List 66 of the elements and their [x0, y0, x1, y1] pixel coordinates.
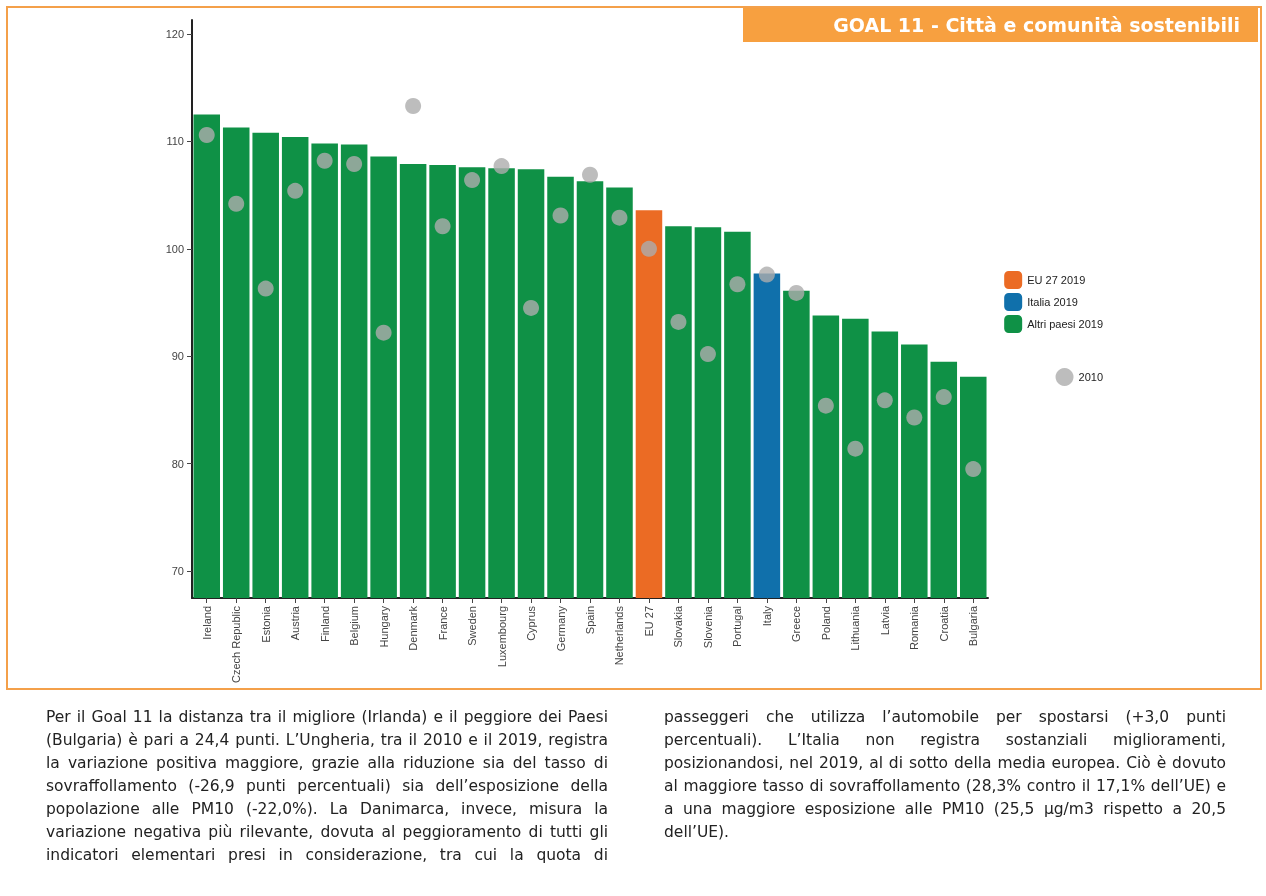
- point: [464, 172, 481, 189]
- legend-label: EU 27 2019: [1027, 274, 1086, 286]
- x-tick-label: Slovenia: [701, 605, 714, 649]
- title-banner: GOAL 11 - Città e comunità sostenibili: [743, 8, 1258, 42]
- y-tick-label: 90: [171, 350, 184, 363]
- x-tick-label: Portugal: [731, 606, 744, 647]
- point: [375, 324, 392, 341]
- x-tick-label: Estonia: [259, 605, 272, 643]
- x-tick-label: Finland: [318, 606, 331, 643]
- point: [582, 166, 598, 183]
- legend-label: Italia 2019: [1027, 296, 1078, 308]
- x-tick-label: Romania: [908, 605, 921, 651]
- point: [876, 392, 893, 409]
- x-tick-label: Belgium: [348, 606, 361, 646]
- text: Per il Goal 11 la distanza tra il migliore (Irlanda) e il peggiore dei Paesi (Bulgaria) è pari a 24,4 punti. L’Ungheria, tra il 2010 e il 2019, registra la variazione positiva maggiore, grazie alla riduzione sia del tasso di sovraffollamento (-26,9 punti percentuali) sia dell’esposizione della popolazione alle PM10 (-22,0%). La Danimarca, invece, misura la variazione negativa più rilevante, dovuta al peggioramento di tutti gli indicatori elementari presi in considerazione, tra cui la quota di passeggeri che utilizza l’automobile per spostarsi (+3,0 punti percentuali). L’Italia non registra sostanziali miglioramenti, posizionandosi, nel 2019, al di sotto della media europea. Ciò è dovuto al maggiore tasso di sovraffollamento (28,3% contro il 17,1% dell’UE) e a una maggiore esposizione alle PM10 (25,5 µg/m3 rispetto a 20,5 dell’UE).: [46, 708, 1226, 864]
- point: [670, 313, 687, 330]
- point: [640, 240, 657, 257]
- y-tick-label: 120: [165, 27, 184, 40]
- point: [935, 389, 952, 406]
- x-tick-label: Italy: [760, 605, 773, 627]
- point: [198, 126, 215, 143]
- x-tick-label: Bulgaria: [967, 605, 980, 647]
- point: [287, 182, 304, 199]
- point: [788, 284, 805, 301]
- x-tick-label: Slovakia: [672, 605, 685, 648]
- x-tick-label: Denmark: [407, 605, 420, 651]
- point: [699, 346, 716, 363]
- y-tick-label: 100: [165, 242, 184, 255]
- x-tick-label: Netherlands: [613, 605, 626, 666]
- point: [847, 440, 864, 457]
- legend-label: Altri paesi 2019: [1027, 318, 1103, 330]
- point: [817, 397, 834, 414]
- x-tick-label: Hungary: [377, 605, 390, 648]
- x-tick-label: Ireland: [200, 606, 213, 640]
- x-tick-label: France: [436, 606, 449, 641]
- x-tick-label: Lithuania: [849, 605, 862, 651]
- x-tick-label: Poland: [819, 606, 832, 641]
- point: [346, 155, 363, 172]
- x-tick-label: EU 27: [642, 606, 655, 637]
- x-tick-label: Austria: [289, 605, 302, 641]
- y-tick-label: 110: [166, 135, 184, 148]
- x-tick-label: Croatia: [937, 605, 950, 642]
- x-tick-label: Germany: [554, 605, 567, 652]
- point: [434, 218, 451, 235]
- point: [758, 266, 775, 283]
- legend-label: 2010: [1078, 371, 1104, 383]
- point: [257, 280, 274, 297]
- x-tick-label: Cyprus: [525, 605, 538, 641]
- y-tick-label: 80: [171, 457, 184, 470]
- x-tick-label: Greece: [790, 606, 803, 643]
- point: [316, 152, 333, 169]
- point: [906, 409, 923, 426]
- point: [493, 158, 510, 175]
- x-tick-label: Spain: [584, 606, 596, 635]
- point: [611, 209, 628, 226]
- x-tick-label: Czech Republic: [230, 605, 243, 684]
- x-tick-label: Sweden: [466, 606, 479, 646]
- point: [405, 97, 422, 114]
- point: [729, 276, 746, 293]
- point: [552, 207, 569, 224]
- point: [965, 461, 982, 478]
- x-tick-label: Latvia: [878, 605, 891, 636]
- point: [228, 195, 245, 212]
- y-tick-label: 70: [171, 565, 184, 578]
- x-tick-label: Luxembourg: [495, 606, 508, 668]
- point: [523, 299, 540, 316]
